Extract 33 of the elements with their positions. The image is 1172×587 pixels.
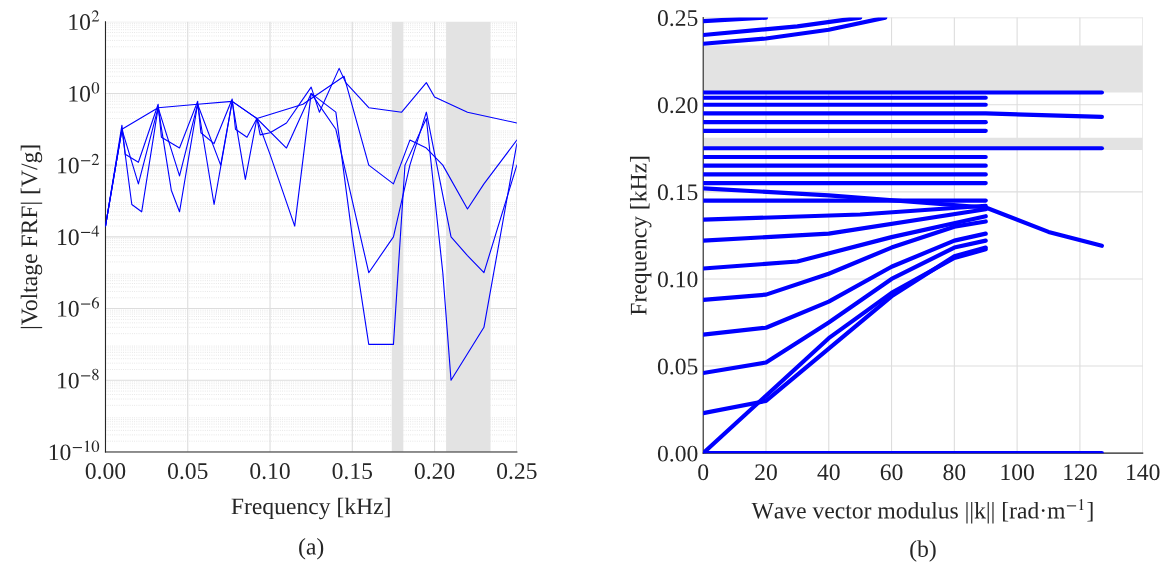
x-tick-label: 20 <box>755 464 777 481</box>
text: (a) <box>299 538 324 560</box>
y-axis-title: Frequency [kHz] <box>629 156 652 316</box>
x-tick-label: 80 <box>943 464 966 481</box>
y-tick-label: 0.20 <box>657 97 698 114</box>
x-axis-title: Wave vector modulus ||k|| [rad·m$^{−1}$] <box>751 498 1093 524</box>
y-tick-label: 10$^{2}$ <box>69 10 100 31</box>
y-tick-label: 0.15 <box>657 184 698 201</box>
y-tick-label: 10$^{−4}$ <box>58 225 100 246</box>
x-tick-label: 0.15 <box>332 463 373 480</box>
x-tick-label: 100 <box>1001 464 1034 481</box>
x-tick-label: 0.25 <box>497 463 537 480</box>
y-tick-label: 0.10 <box>657 271 698 288</box>
x-tick-label: 40 <box>817 464 840 481</box>
x-tick-label: 120 <box>1064 464 1097 481</box>
y-tick-label: 10$^{−2}$ <box>58 153 100 174</box>
x-tick-label: 60 <box>880 464 903 481</box>
y-tick-label: 0.25 <box>657 10 698 27</box>
x-tick-label: 0.05 <box>167 463 208 480</box>
y-tick-label: 0.05 <box>657 358 698 375</box>
y-tick-label: 10$^{−6}$ <box>58 296 100 317</box>
y-tick-label: 10$^{0}$ <box>69 82 100 102</box>
y-axis-title: |Voltage FRF| [V/g] <box>20 145 43 329</box>
y-tick-label: 10$^{−8}$ <box>58 368 99 389</box>
x-tick-label: 0.10 <box>250 463 290 480</box>
x-axis-title: Frequency [kHz] <box>231 497 390 520</box>
x-tick-label: 0 <box>698 464 709 481</box>
y-tick-label: 10$^{−10}$ <box>49 440 100 461</box>
x-tick-label: 0.20 <box>414 463 455 480</box>
text: (b) <box>910 540 936 562</box>
x-tick-label: 0.00 <box>85 463 126 480</box>
x-tick-label: 140 <box>1127 464 1160 481</box>
y-tick-label: 0.00 <box>657 445 698 462</box>
